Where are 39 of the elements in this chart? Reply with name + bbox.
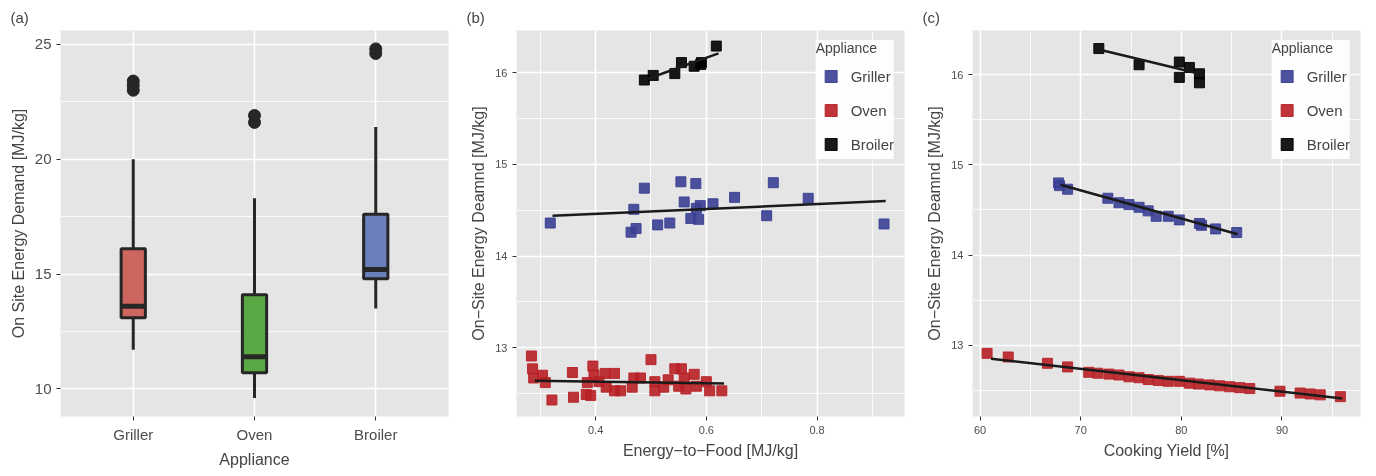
- chart-title: (c): [922, 8, 940, 26]
- y-tick-label: 15: [34, 265, 52, 283]
- y-tick-label: 16: [495, 66, 508, 79]
- y-tick-label: 13: [951, 339, 964, 352]
- y-tick-label: 15: [495, 158, 508, 171]
- y-tick-label: 15: [951, 158, 964, 171]
- x-tick-label: Oven: [236, 425, 273, 443]
- x-axis-title: Energy−to−Food [MJ/kg]: [622, 441, 799, 459]
- legend-label: Broiler: [850, 135, 894, 153]
- legend-label: Griller: [850, 67, 891, 85]
- y-tick-label: 25: [34, 35, 52, 53]
- x-axis-title: Appliance: [219, 450, 290, 468]
- legend-label: Broiler: [1306, 135, 1350, 153]
- y-axis-title: On−Site Energy Deamnd [MJ/kg]: [470, 106, 488, 341]
- x-tick-label: 80: [1175, 423, 1188, 436]
- y-tick-label: 14: [495, 250, 508, 263]
- x-tick-label: 70: [1074, 423, 1087, 436]
- x-tick-label: 0.8: [809, 423, 825, 436]
- y-axis-title: On−Site Energy Deamnd [MJ/kg]: [926, 106, 944, 341]
- y-tick-label: 13: [495, 341, 508, 354]
- chart-title: (b): [466, 8, 485, 26]
- x-tick-label: 90: [1275, 423, 1289, 436]
- y-tick-label: 14: [951, 249, 964, 262]
- x-tick-label: 0.6: [698, 423, 714, 436]
- legend-label: Oven: [850, 101, 887, 119]
- x-axis-title: Cooking Yield [%]: [1103, 441, 1230, 459]
- y-tick-label: 10: [34, 379, 52, 397]
- y-axis-title: On Site Energy Demand [MJ/kg]: [9, 108, 27, 339]
- x-tick-label: 60: [973, 423, 987, 436]
- x-tick-label: Broiler: [354, 425, 398, 443]
- legend-label: Griller: [1306, 67, 1347, 85]
- chart-title: (a): [10, 8, 29, 26]
- legend-title: Appliance: [815, 40, 879, 56]
- y-tick-label: 16: [951, 68, 964, 81]
- legend-title: Appliance: [1271, 40, 1335, 56]
- x-tick-label: 0.4: [588, 423, 604, 436]
- y-tick-label: 20: [34, 150, 52, 168]
- legend-label: Oven: [1306, 101, 1343, 119]
- x-tick-label: Griller: [113, 425, 154, 443]
